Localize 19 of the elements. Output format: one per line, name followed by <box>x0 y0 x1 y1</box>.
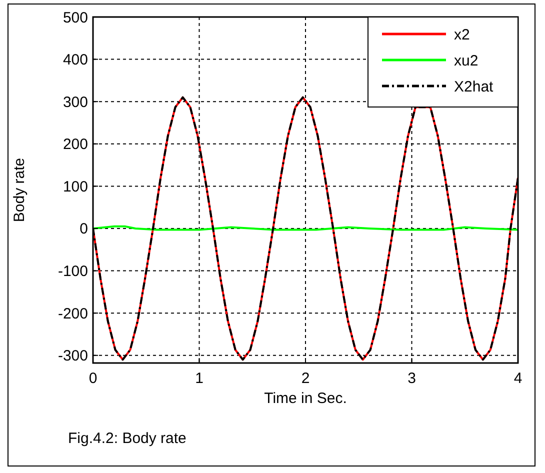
y-tick-label: 500 <box>62 9 88 26</box>
y-tick-label: 400 <box>62 52 88 69</box>
y-tick-label: 100 <box>62 178 88 196</box>
x-tick-label: 1 <box>195 370 204 387</box>
y-tick-label: 300 <box>62 94 88 111</box>
x-axis-title: Time in Sec. <box>264 390 347 407</box>
y-tick-label: 0 <box>80 220 88 238</box>
y-tick-label: -200 <box>58 305 88 322</box>
y-axis-title: Body rate <box>11 158 28 222</box>
caption: Fig.4.2: Body rate <box>68 430 186 447</box>
legend-label: x2 <box>454 26 470 44</box>
y-tick-label: 200 <box>62 136 88 154</box>
y-tick-label: -100 <box>58 263 88 280</box>
legend-label: xu2 <box>454 52 478 70</box>
y-tick-label: -300 <box>58 348 88 365</box>
legend-label: X2hat <box>454 78 494 96</box>
x-tick-label: 2 <box>301 370 310 387</box>
x-tick-label: 3 <box>408 370 416 387</box>
x-tick-label: 4 <box>514 370 522 387</box>
